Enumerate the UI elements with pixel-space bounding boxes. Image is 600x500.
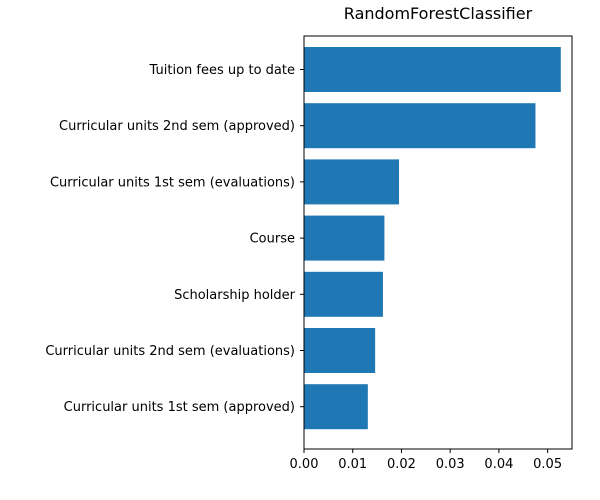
y-tick-label: Tuition fees up to date bbox=[149, 63, 295, 78]
x-tick-label: 0.00 bbox=[290, 457, 319, 472]
bar bbox=[304, 328, 376, 373]
bar bbox=[304, 215, 385, 261]
x-tick-label: 0.05 bbox=[533, 457, 562, 472]
chart-title: RandomForestClassifier bbox=[344, 4, 533, 23]
y-tick-label: Curricular units 1st sem (approved) bbox=[64, 400, 295, 415]
bar bbox=[304, 384, 368, 430]
bars-group bbox=[304, 47, 561, 430]
x-tick-label: 0.01 bbox=[338, 457, 367, 472]
y-tick-label: Curricular units 1st sem (evaluations) bbox=[50, 175, 295, 190]
plot-frame bbox=[303, 35, 573, 450]
y-tick-label: Course bbox=[250, 232, 295, 247]
x-tick-label: 0.04 bbox=[484, 457, 513, 472]
y-tick-labels: Tuition fees up to date Curricular units … bbox=[45, 63, 304, 415]
bar bbox=[304, 47, 561, 92]
y-tick-label: Curricular units 2nd sem (evaluations) bbox=[45, 344, 295, 359]
x-ticks: 0.00 0.01 0.02 0.03 0.04 0.05 bbox=[290, 449, 562, 472]
x-tick-label: 0.03 bbox=[436, 457, 465, 472]
x-tick-label: 0.02 bbox=[387, 457, 416, 472]
bar bbox=[304, 103, 536, 149]
bar bbox=[304, 271, 383, 317]
y-tick-label: Scholarship holder bbox=[174, 288, 296, 303]
y-tick-label: Curricular units 2nd sem (approved) bbox=[59, 119, 295, 134]
bar bbox=[304, 159, 400, 205]
